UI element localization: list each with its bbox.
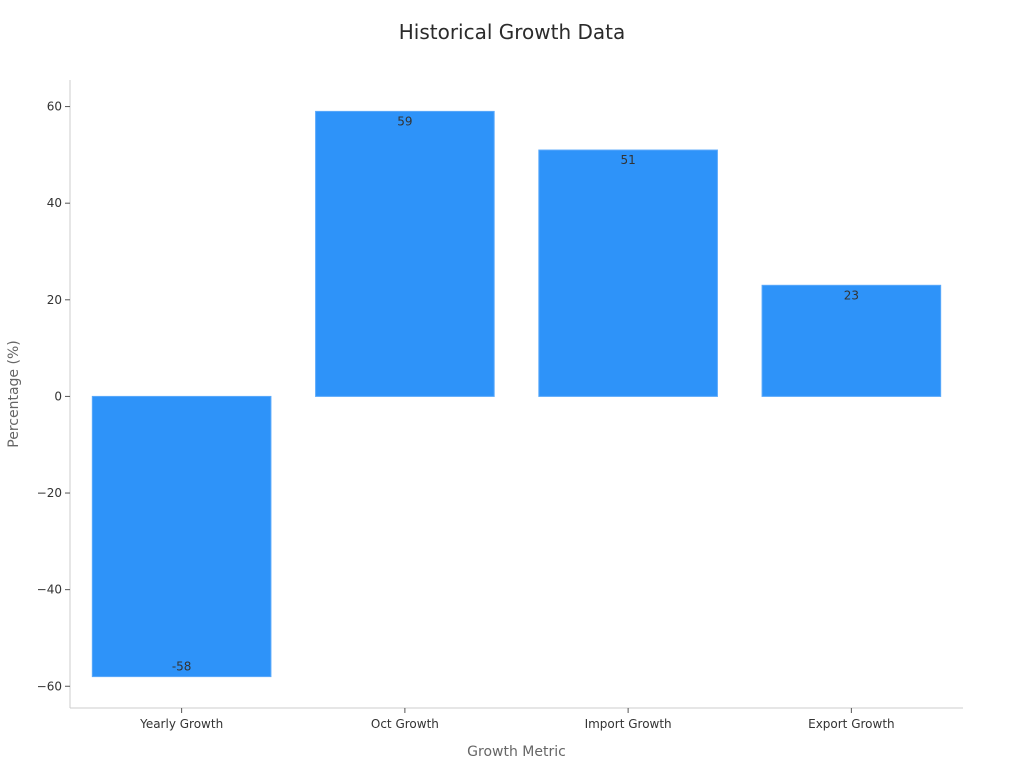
y-tick-label: 0 bbox=[54, 389, 62, 403]
bar-yearly-growth bbox=[91, 395, 272, 678]
x-tick-label: Oct Growth bbox=[371, 717, 439, 731]
x-tick-label: Export Growth bbox=[808, 717, 895, 731]
data-label: 51 bbox=[620, 153, 635, 167]
chart-title: Historical Growth Data bbox=[398, 20, 626, 44]
data-labels: -58 59 51 23 bbox=[172, 114, 859, 673]
y-tick-label: 40 bbox=[47, 196, 62, 210]
y-ticks: 60 40 20 0 −20 −40 −60 bbox=[37, 100, 70, 693]
bars bbox=[91, 110, 942, 678]
data-label: -58 bbox=[172, 660, 192, 674]
bar-oct-growth bbox=[315, 110, 495, 397]
y-tick-label: 20 bbox=[47, 293, 62, 307]
bar-export-growth bbox=[761, 284, 942, 397]
x-ticks: Yearly Growth Oct Growth Import Growth Expo… bbox=[139, 708, 895, 731]
x-tick-label: Yearly Growth bbox=[139, 717, 223, 731]
y-tick-label: −20 bbox=[37, 486, 62, 500]
data-label: 59 bbox=[397, 114, 412, 128]
axes bbox=[69, 80, 963, 709]
bar-import-growth bbox=[538, 149, 718, 397]
y-tick-label: 60 bbox=[47, 100, 62, 114]
x-tick-label: Import Growth bbox=[585, 717, 672, 731]
x-axis-title: Growth Metric bbox=[467, 744, 566, 760]
y-tick-label: −40 bbox=[37, 583, 62, 597]
y-axis-title: Percentage (%) bbox=[6, 340, 22, 447]
data-label: 23 bbox=[844, 288, 859, 302]
y-tick-label: −60 bbox=[37, 679, 62, 693]
